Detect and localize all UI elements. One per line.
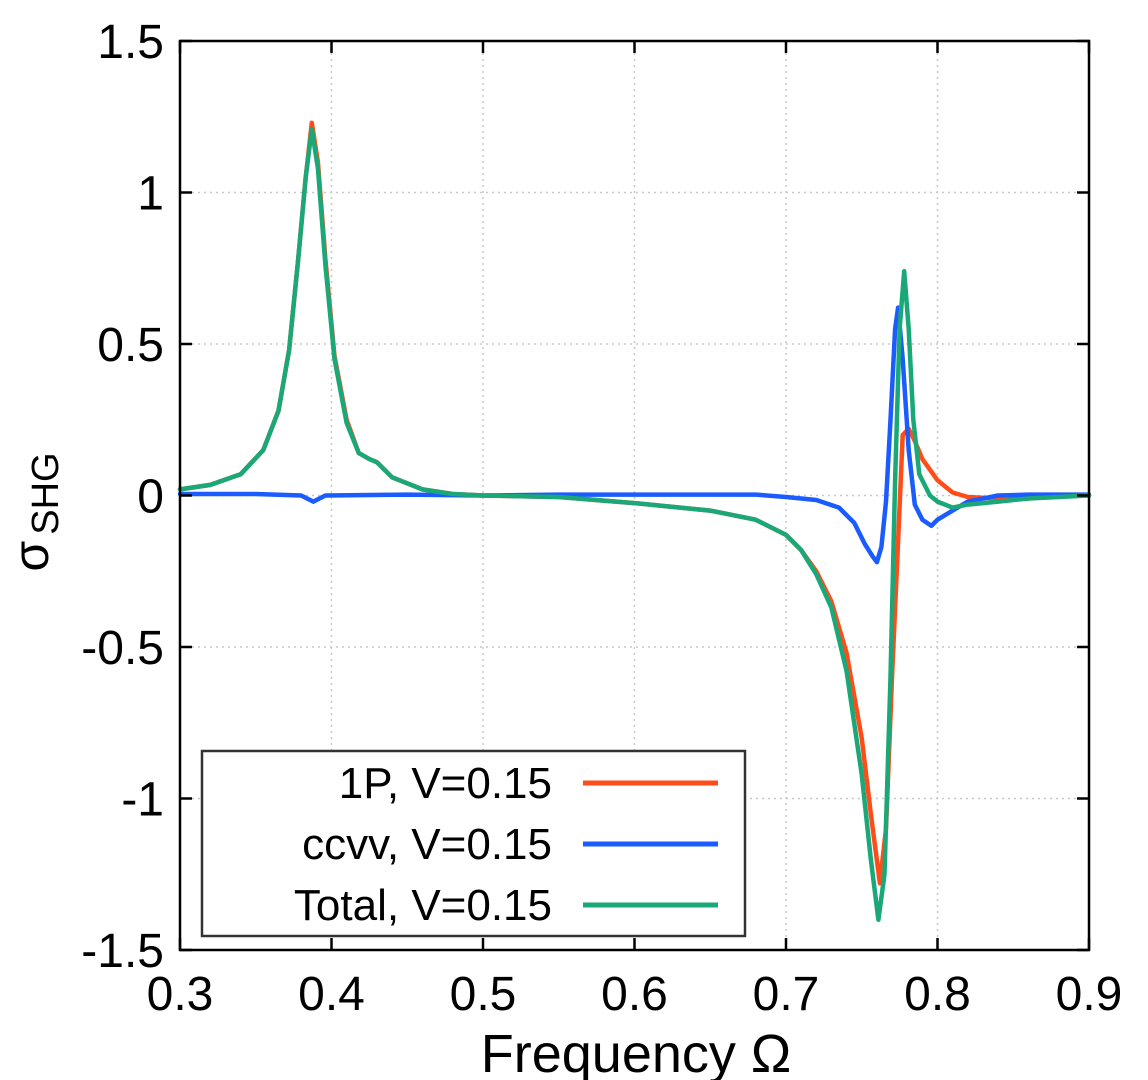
legend-label: Total, V=0.15 [294,881,552,930]
series-line-2 [177,305,1092,565]
legend-label: ccvv, V=0.15 [302,820,552,869]
y-tick-label: 1.5 [97,16,164,69]
x-tick-label: 0.9 [1056,968,1123,1021]
y-tick-label: 0.5 [97,319,164,372]
x-tick-label: 0.5 [450,968,517,1021]
y-tick-label: -1 [121,774,164,827]
ticks: 0.3 0.4 0.5 0.6 0.7 0.8 0.9 1.5 1 0.5 0 -0.5 -1 -1.5 [81,16,1122,1021]
series-lines [177,120,1092,922]
x-axis-label: Frequency Ω [481,1024,792,1080]
y-tick-label: 1 [137,168,164,221]
x-tick-label: 0.6 [601,968,668,1021]
y-tick-label: -0.5 [81,622,164,675]
y-axis-label-symbol: σ [3,541,59,572]
x-tick-label: 0.3 [147,968,214,1021]
x-tick-label: 0.8 [904,968,971,1021]
series-line-3 [177,126,1092,922]
y-tick-label: 0 [137,471,164,524]
legend: 1P, V=0.15 ccvv, V=0.15 Total, V=0.15 [200,749,747,938]
x-tick-label: 0.7 [753,968,820,1021]
legend-label: 1P, V=0.15 [339,759,552,808]
y-tick-label: -1.5 [81,925,164,978]
y-axis-label: σ SHG [3,452,67,571]
y-axis-label-subscript: SHG [25,452,67,534]
x-tick-label: 0.4 [298,968,365,1021]
